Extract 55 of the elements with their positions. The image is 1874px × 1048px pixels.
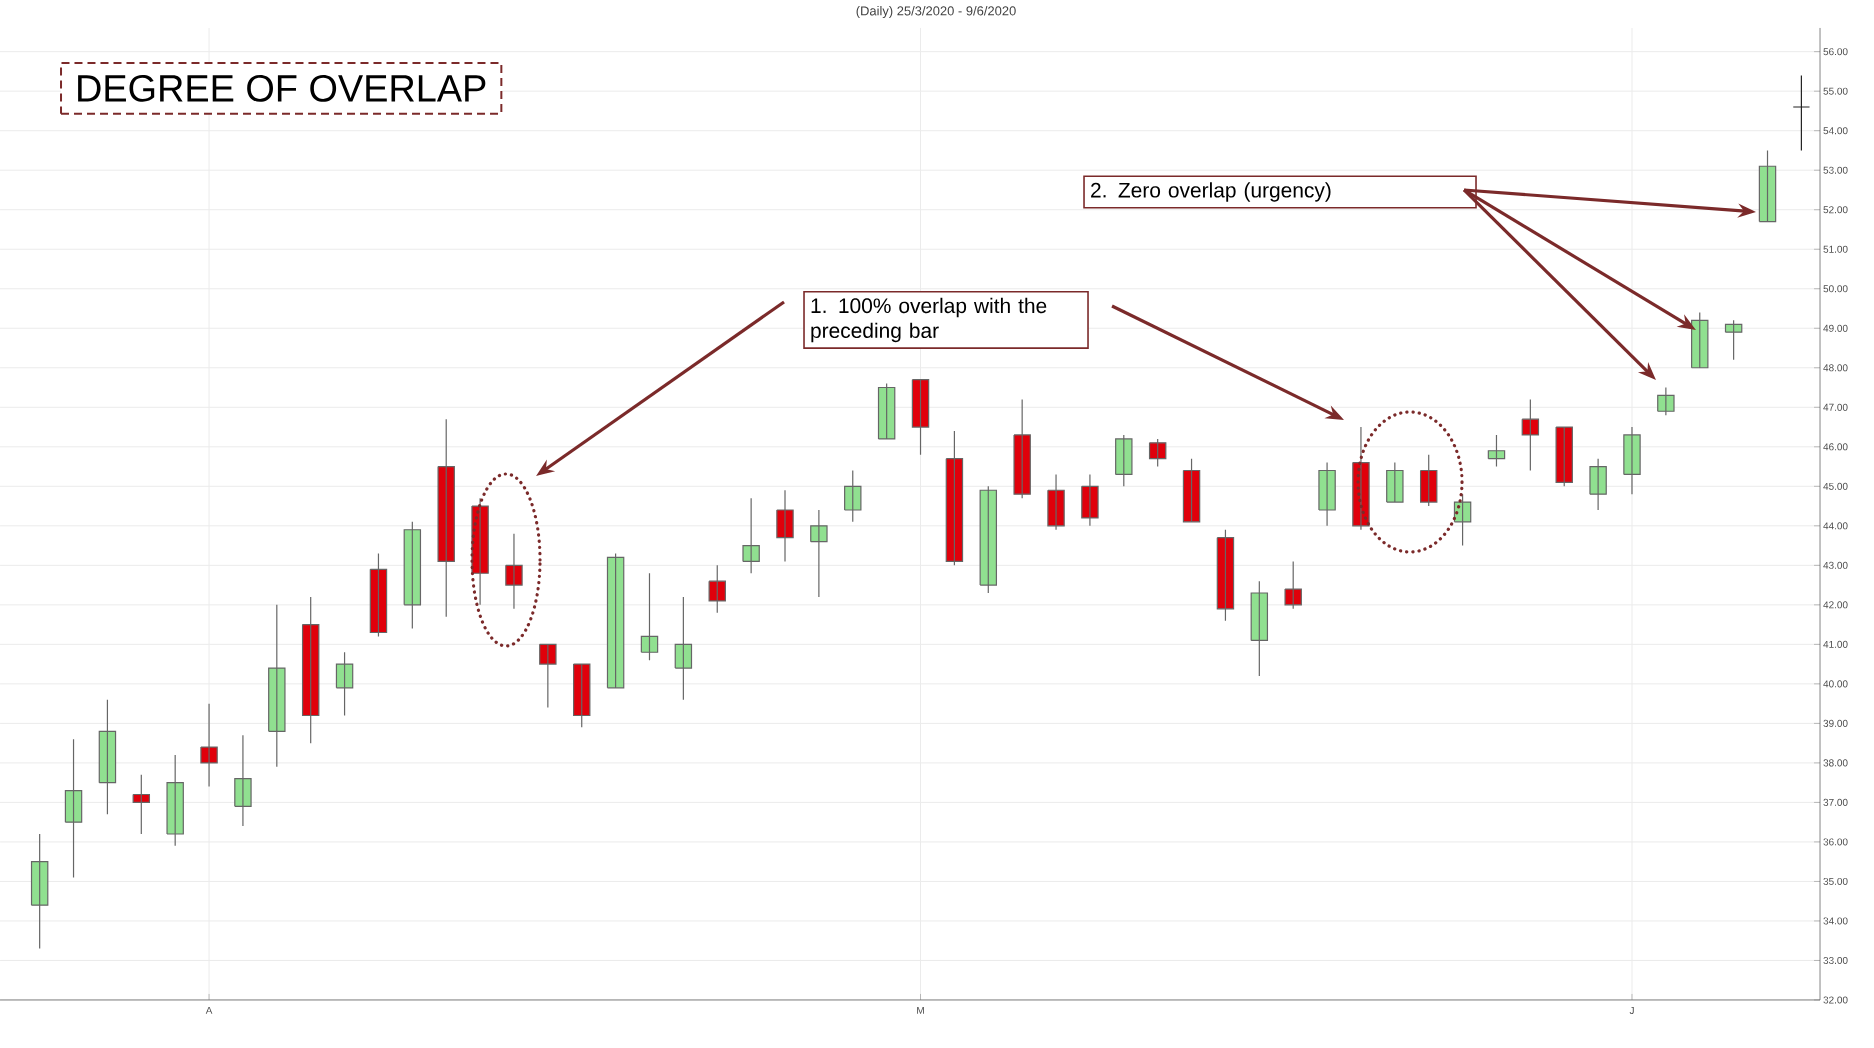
candlestick bbox=[742, 497, 760, 574]
candlestick bbox=[1724, 319, 1743, 361]
annotation: 1. 100% overlap with the preceding bar bbox=[811, 297, 1047, 343]
candlestick bbox=[877, 382, 896, 440]
candlestick bbox=[471, 497, 489, 606]
candlestick bbox=[640, 572, 659, 661]
candlestick bbox=[1419, 454, 1438, 507]
candlestick bbox=[437, 418, 455, 618]
candlestick bbox=[1148, 438, 1167, 468]
candlestick bbox=[1487, 434, 1506, 468]
candlestick bbox=[844, 469, 862, 523]
candlestick bbox=[1589, 458, 1607, 511]
candlestick bbox=[1453, 493, 1472, 547]
candlestick bbox=[1216, 529, 1235, 622]
candlestick bbox=[98, 699, 117, 815]
candlestick bbox=[1758, 149, 1777, 223]
candlestick bbox=[810, 509, 828, 598]
candlestick bbox=[911, 379, 930, 456]
candlestick bbox=[573, 663, 591, 728]
candlestick bbox=[606, 552, 625, 689]
candlestick bbox=[1250, 580, 1269, 677]
candlestick bbox=[1657, 386, 1675, 416]
candlestick bbox=[776, 489, 794, 562]
candlestick bbox=[30, 833, 49, 950]
candlestick bbox=[539, 643, 557, 709]
candlestick bbox=[1182, 458, 1201, 523]
annotation: 2. Zero overlap (urgency) bbox=[1091, 182, 1331, 202]
candlestick bbox=[1386, 462, 1404, 503]
candlestick bbox=[1013, 398, 1031, 499]
candlestick bbox=[674, 596, 693, 701]
candlestick bbox=[1318, 462, 1336, 527]
candlestick bbox=[708, 564, 726, 614]
candlestick bbox=[945, 430, 964, 566]
candlestick bbox=[1555, 426, 1573, 487]
candlestick bbox=[403, 521, 422, 630]
candlestick bbox=[335, 651, 354, 717]
candlestick bbox=[234, 734, 252, 827]
candlestick bbox=[1521, 398, 1540, 472]
candlestick bbox=[268, 604, 286, 768]
candlestick bbox=[1081, 473, 1099, 527]
candlestick bbox=[166, 754, 184, 847]
candlestick bbox=[64, 738, 83, 879]
candlestick bbox=[1623, 426, 1641, 495]
candlestick bbox=[505, 533, 523, 610]
candlestick bbox=[1284, 560, 1302, 610]
candlestick bbox=[132, 774, 151, 835]
candlestick bbox=[1115, 434, 1133, 487]
candlestick bbox=[301, 596, 320, 744]
candlestick bbox=[200, 703, 218, 788]
candlestick bbox=[1792, 74, 1811, 152]
candlestick bbox=[1047, 473, 1065, 531]
candlestick bbox=[1352, 426, 1370, 531]
candlestick bbox=[369, 552, 388, 638]
text: DEGREE OF OVERLAP bbox=[78, 74, 486, 102]
candlestick bbox=[979, 485, 998, 594]
